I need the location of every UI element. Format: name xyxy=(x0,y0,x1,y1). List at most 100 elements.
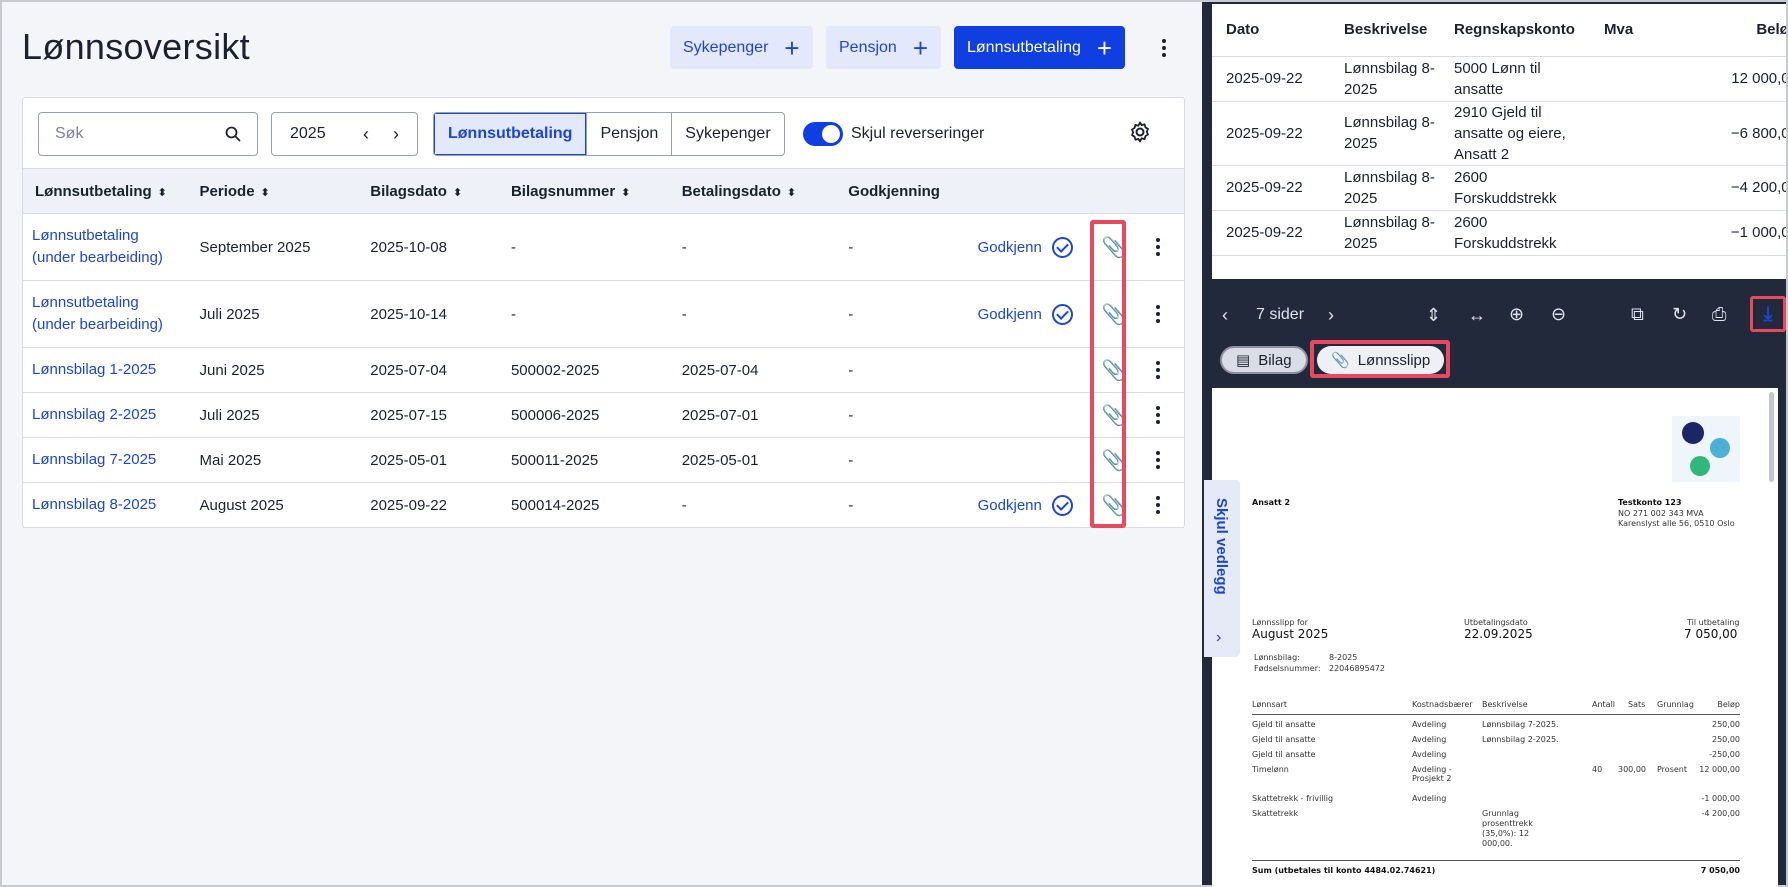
download-button[interactable]: ⤓ xyxy=(1750,296,1786,332)
next-page-icon[interactable]: › xyxy=(1328,305,1334,325)
row-more-menu-icon[interactable] xyxy=(1143,355,1173,385)
row-more-menu-icon[interactable] xyxy=(1143,490,1173,520)
col-header-voucher-number[interactable]: Bilagsnummer ⬍ xyxy=(498,168,670,214)
row-more-menu-icon[interactable] xyxy=(1143,232,1173,262)
attachment-icon[interactable]: 📎 xyxy=(1101,303,1127,326)
voucher-number-cell: 500006-2025 xyxy=(498,392,670,438)
voucher-number-cell: 500002-2025 xyxy=(498,347,670,393)
search-input[interactable] xyxy=(55,125,205,143)
add-pension-button[interactable]: Pensjon + xyxy=(826,26,942,69)
approval-cell: - xyxy=(836,347,966,393)
chevron-left-icon[interactable]: ‹ xyxy=(363,123,369,144)
attachment-icon[interactable]: 📎 xyxy=(1101,494,1127,517)
payroll-link[interactable]: Lønnsbilag 2-2025 xyxy=(32,406,157,423)
ledger-col-date: Dato xyxy=(1212,4,1330,57)
ledger-row: 2025-09-22 Lønnsbilag 8-2025 5000 Lønn til… xyxy=(1212,56,1786,102)
rotate-icon[interactable]: ↻ xyxy=(1672,304,1688,324)
page-title: Lønnsoversikt xyxy=(22,26,250,67)
add-sick-pay-button[interactable]: Sykepenger + xyxy=(670,26,813,69)
approve-button[interactable]: Godkjenn xyxy=(978,494,1073,516)
voucher-date-cell: 2025-10-08 xyxy=(358,213,499,281)
year-selector[interactable]: 2025 ‹ › xyxy=(271,112,418,156)
pay-date: 22.09.2025 xyxy=(1464,627,1533,641)
table-row[interactable]: Lønnsbilag 1-2025 Juni 2025 2025-07-04 5… xyxy=(23,347,1184,393)
voucher-number-cell: 500011-2025 xyxy=(498,437,670,483)
page-more-menu-icon[interactable] xyxy=(1149,33,1179,63)
open-external-icon[interactable]: ⧉ xyxy=(1631,304,1644,324)
check-circle-icon xyxy=(1051,494,1073,516)
tab-payslip[interactable]: 📎 Lønnsslipp xyxy=(1317,346,1445,374)
segment-pension[interactable]: Pensjon xyxy=(586,113,671,155)
approve-button[interactable]: Godkjenn xyxy=(978,236,1073,258)
payroll-table-card: 2025 ‹ › Lønnsutbetaling Pensjon Sykepen… xyxy=(22,97,1185,528)
col-header-voucher-date[interactable]: Bilagsdato ⬍ xyxy=(358,168,499,214)
company-logo xyxy=(1672,416,1740,482)
plus-icon: + xyxy=(912,32,929,63)
search-icon xyxy=(225,126,241,142)
period-cell: September 2025 xyxy=(187,213,359,281)
period-cell: Juni 2025 xyxy=(187,347,359,393)
zoom-out-icon[interactable]: ⊖ xyxy=(1551,304,1567,324)
sort-icon: ⬍ xyxy=(452,186,463,199)
birth-number-label: Fødselsnummer: xyxy=(1254,664,1321,673)
period-cell: Juli 2025 xyxy=(187,280,359,348)
year-value: 2025 xyxy=(290,125,326,142)
sort-icon: ⬍ xyxy=(157,186,167,199)
previous-page-icon[interactable]: ‹ xyxy=(1222,305,1228,325)
col-header-payroll[interactable]: Lønnsutbetaling ⬍ xyxy=(23,168,188,214)
zoom-in-icon[interactable]: ⊕ xyxy=(1509,304,1525,324)
to-pay-amount: 7 050,00 xyxy=(1684,627,1738,641)
slip-period: August 2025 xyxy=(1252,627,1329,641)
sort-icon: ⬍ xyxy=(786,186,797,199)
payroll-link[interactable]: Lønnsbilag 7-2025 xyxy=(32,451,157,468)
fit-width-icon[interactable]: ↔ xyxy=(1468,305,1486,325)
table-row[interactable]: Lønnsutbetaling (under bearbeiding) Juli… xyxy=(23,280,1184,348)
voucher-number-cell: - xyxy=(498,280,670,348)
ledger-col-account: Regnskapskonto xyxy=(1440,4,1590,57)
payroll-link[interactable]: Lønnsutbetaling (under bearbeiding) xyxy=(32,294,163,333)
gear-icon[interactable] xyxy=(1128,120,1152,148)
attachment-icon[interactable]: 📎 xyxy=(1101,359,1127,382)
sort-icon: ⬍ xyxy=(260,186,270,199)
payroll-link[interactable]: Lønnsutbetaling (under bearbeiding) xyxy=(32,227,163,266)
attachment-icon[interactable]: 📎 xyxy=(1101,404,1127,427)
document-scrollbar[interactable] xyxy=(1769,392,1774,482)
ledger-row: 2025-09-22 Lønnsbilag 8-2025 2910 Gjeld ti… xyxy=(1212,101,1786,166)
chevron-right-icon[interactable]: › xyxy=(393,123,399,144)
ledger-row: 2025-09-22 Lønnsbilag 8-2025 2600 Forskudd… xyxy=(1212,210,1786,256)
company-address: Karenslyst alle 56, 0510 Oslo xyxy=(1618,519,1735,528)
table-row[interactable]: Lønnsbilag 8-2025 August 2025 2025-09-22… xyxy=(23,482,1184,528)
hide-attachment-tab[interactable]: Skjul vedlegg › xyxy=(1204,480,1240,657)
add-payroll-button[interactable]: Lønnsutbetaling + xyxy=(954,26,1126,69)
voucher-label: Lønnsbilag: xyxy=(1254,653,1300,662)
col-header-payment-date[interactable]: Betalingsdato ⬍ xyxy=(669,168,837,214)
payroll-table: Lønnsutbetaling ⬍ Periode ⬍ Bilagsdato ⬍ Bi… xyxy=(23,168,1184,528)
approval-cell: - xyxy=(836,392,966,438)
ledger-row: 2025-09-22 Lønnsbilag 8-2025 2600 Forskudd… xyxy=(1212,165,1786,211)
employee-name: Ansatt 2 xyxy=(1252,498,1291,507)
table-row[interactable]: Lønnsutbetaling (under bearbeiding) Sept… xyxy=(23,213,1184,281)
payment-date-cell: - xyxy=(669,280,837,348)
pay-date-label: Utbetalingsdato xyxy=(1464,618,1528,627)
row-more-menu-icon[interactable] xyxy=(1143,299,1173,329)
payment-date-cell: 2025-07-04 xyxy=(669,347,837,393)
table-row[interactable]: Lønnsbilag 7-2025 Mai 2025 2025-05-01 50… xyxy=(23,437,1184,483)
company-org-number: NO 271 002 343 MVA xyxy=(1618,509,1704,518)
tab-voucher[interactable]: ▤ Bilag xyxy=(1220,346,1308,374)
segment-sick-pay[interactable]: Sykepenger xyxy=(671,113,783,155)
payroll-link[interactable]: Lønnsbilag 1-2025 xyxy=(32,361,157,378)
fit-height-icon[interactable]: ⇕ xyxy=(1426,305,1442,325)
table-row[interactable]: Lønnsbilag 2-2025 Juli 2025 2025-07-15 5… xyxy=(23,392,1184,438)
approve-button[interactable]: Godkjenn xyxy=(978,303,1073,325)
search-field[interactable] xyxy=(38,112,258,156)
row-more-menu-icon[interactable] xyxy=(1143,400,1173,430)
attachment-icon[interactable]: 📎 xyxy=(1101,236,1127,259)
row-more-menu-icon[interactable] xyxy=(1143,445,1173,475)
col-header-period[interactable]: Periode ⬍ xyxy=(187,168,359,214)
attachment-icon[interactable]: 📎 xyxy=(1101,449,1127,472)
hide-reversals-toggle[interactable] xyxy=(803,122,843,146)
payroll-link[interactable]: Lønnsbilag 8-2025 xyxy=(32,496,157,513)
segment-payroll[interactable]: Lønnsutbetaling xyxy=(434,113,587,155)
attachment-icon: 📎 xyxy=(1331,352,1350,369)
print-icon[interactable]: ⎙ xyxy=(1712,304,1727,324)
